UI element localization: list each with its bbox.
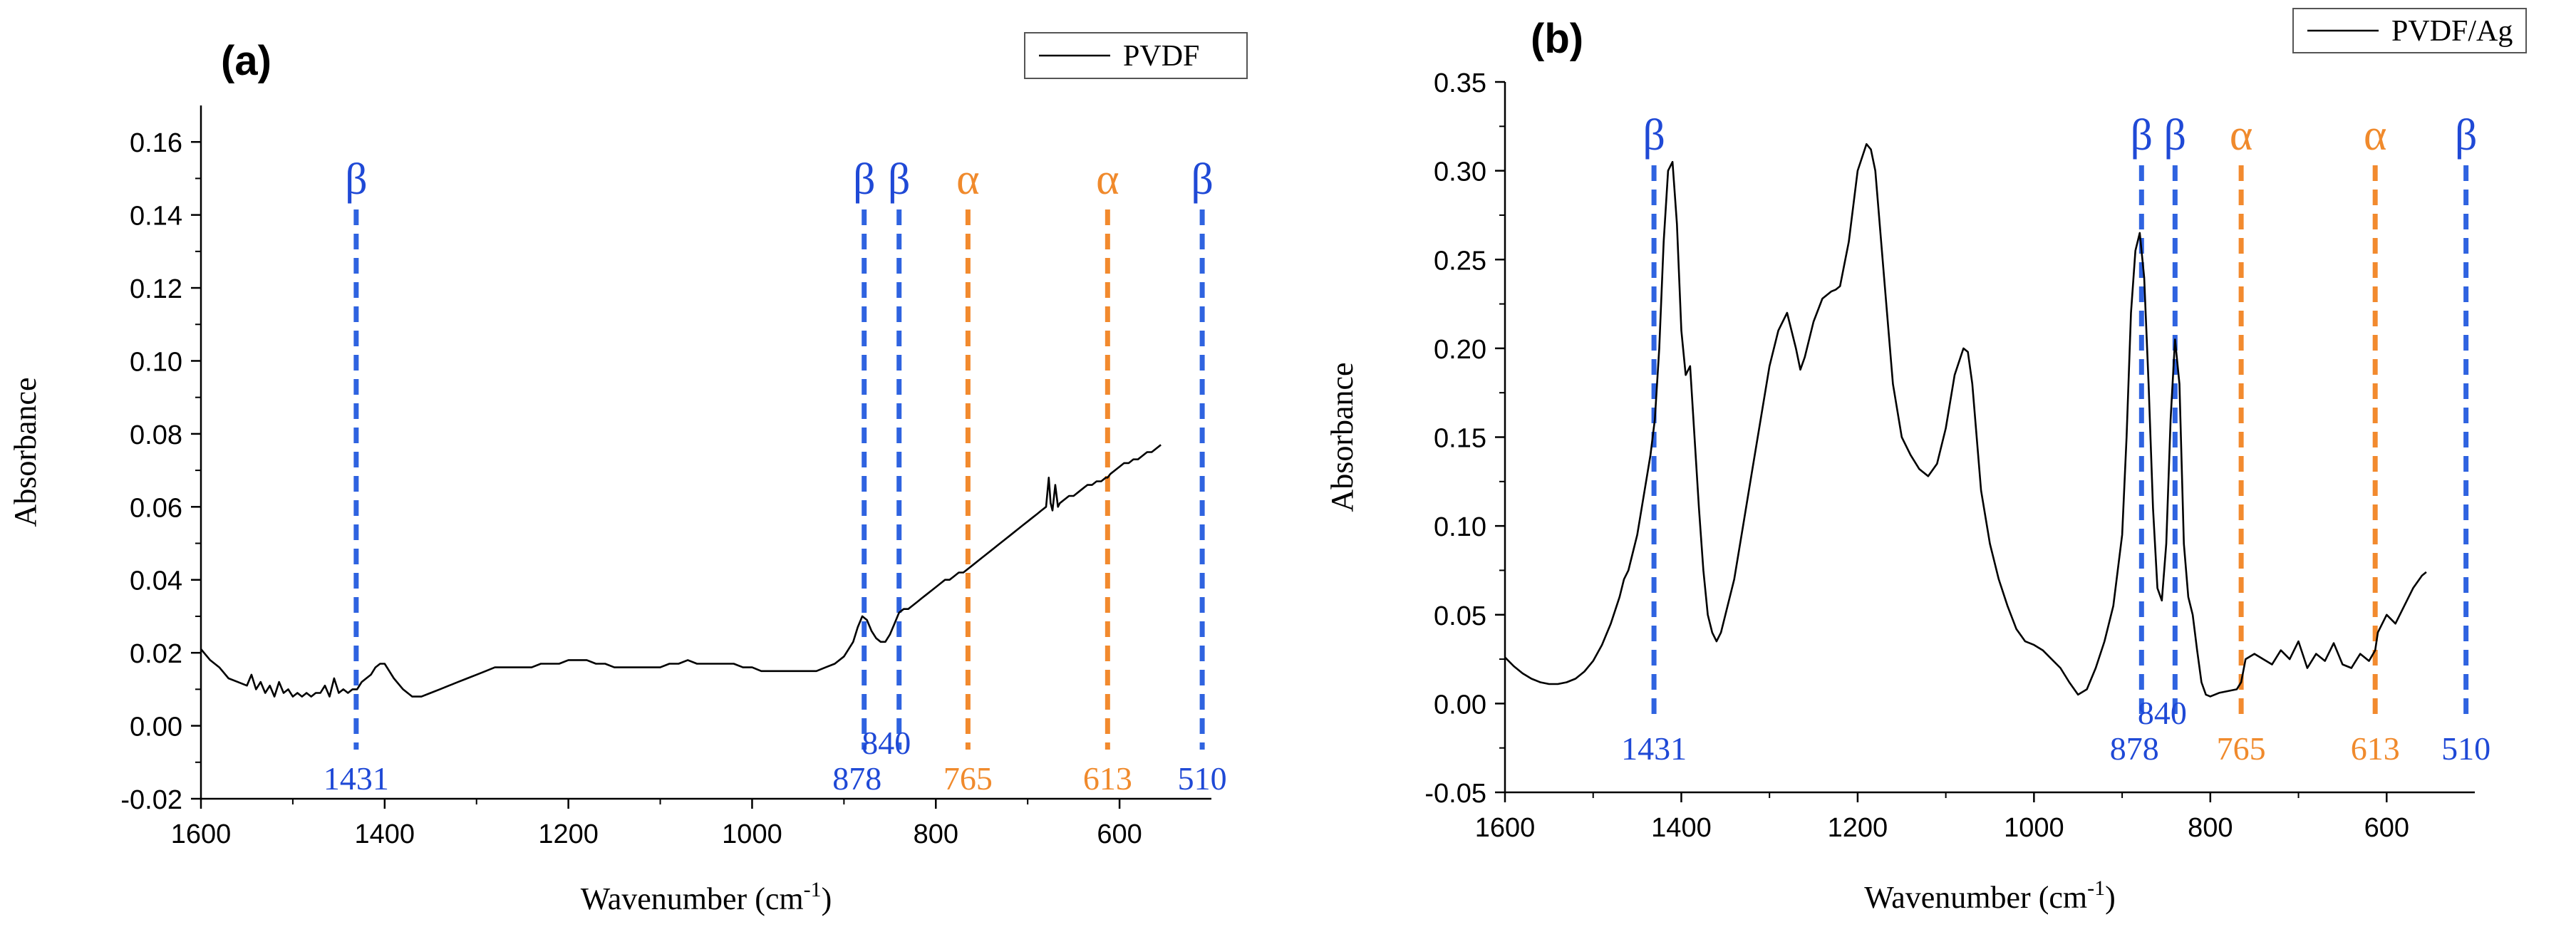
wavenumber-label: 840 — [862, 725, 911, 761]
x-tick-label: 800 — [2188, 813, 2233, 843]
phase-label: β — [2455, 111, 2478, 160]
y-tick-label: 0.10 — [1434, 512, 1486, 542]
y-axis-label: Absorbance — [8, 377, 43, 527]
y-tick-label: 0.00 — [130, 713, 182, 742]
x-tick-label: 600 — [2364, 813, 2409, 843]
x-tick-label: 1600 — [1475, 813, 1536, 843]
x-axis-label: Wavenumber (cm-1) — [1864, 876, 2116, 915]
wavenumber-label: 878 — [2110, 730, 2159, 767]
y-tick-label: 0.02 — [130, 639, 182, 669]
phase-label: β — [853, 155, 876, 204]
phase-label: β — [1643, 111, 1665, 160]
y-tick-label: 0.20 — [1434, 335, 1486, 365]
y-tick-label: 0.08 — [130, 420, 182, 450]
phase-label: α — [2230, 111, 2252, 160]
y-tick-label: 0.12 — [130, 274, 182, 304]
y-tick-label: 0.06 — [130, 493, 182, 523]
y-tick-label: 0.04 — [130, 566, 182, 596]
wavenumber-label: 510 — [1178, 760, 1227, 797]
panel-b-pvdf-ag: (b) -0.05 0.00 0.05 0.10 0.15 0.20 0.25 0.30 0.35… — [1325, 8, 2527, 915]
wavenumber-label: 510 — [2441, 730, 2490, 767]
phase-label: β — [2131, 111, 2153, 160]
y-tick-label: 0.00 — [1434, 690, 1486, 720]
spectrum-line-pvdf — [200, 444, 1162, 698]
legend-label: PVDF/Ag — [2391, 15, 2513, 48]
panel-letter: (b) — [1531, 16, 1583, 62]
spectrum-line-pvdf-ag — [1504, 143, 2427, 698]
x-tick-label: 600 — [1097, 819, 1142, 849]
x-tick-label: 1000 — [2004, 813, 2064, 843]
wavenumber-label: 840 — [2138, 695, 2187, 731]
wavenumber-label: 613 — [2351, 730, 2400, 767]
panel-a-pvdf: (a) -0.02 0.00 0.02 0.04 0.06 0.08 0.10 0.12 0.14… — [8, 32, 1248, 916]
x-axis-label: Wavenumber (cm-1) — [581, 878, 832, 916]
wavenumber-label: 1431 — [1621, 730, 1687, 767]
wavenumber-label: 613 — [1083, 760, 1132, 797]
x-tick-label: 1000 — [722, 819, 782, 849]
wavenumber-label: 1431 — [324, 760, 389, 797]
phase-label: β — [2164, 111, 2187, 160]
phase-label: α — [1096, 155, 1119, 204]
legend-box — [1024, 32, 1248, 79]
phase-label: β — [345, 155, 368, 204]
y-tick-label: 0.05 — [1434, 601, 1486, 631]
phase-label: α — [956, 155, 979, 204]
phase-label: α — [2364, 111, 2386, 160]
phase-label: β — [1191, 155, 1214, 204]
x-axis-label-text: Wavenumber (cm — [581, 881, 804, 916]
x-tick-label: 1400 — [355, 819, 415, 849]
y-tick-label: 0.30 — [1434, 157, 1486, 187]
x-tick-label: 1400 — [1651, 813, 1712, 843]
x-axis-label-close: ) — [822, 881, 832, 916]
wavenumber-label: 765 — [943, 760, 993, 797]
x-axis-label-close: ) — [2105, 880, 2116, 915]
y-tick-label: 0.10 — [130, 347, 182, 377]
x-tick-label: 1200 — [1828, 813, 1888, 843]
y-tick-label: 0.25 — [1434, 246, 1486, 276]
y-tick-label: -0.05 — [1424, 779, 1486, 809]
x-axis-label-text: Wavenumber (cm — [1864, 880, 2087, 915]
legend-label: PVDF — [1123, 40, 1199, 73]
y-tick-label: -0.02 — [120, 785, 182, 815]
y-axis-label: Absorbance — [1325, 362, 1360, 512]
x-axis-label-superscript: -1 — [2087, 876, 2105, 900]
wavenumber-label: 878 — [832, 760, 881, 797]
x-tick-label: 800 — [914, 819, 958, 849]
y-tick-label: 0.15 — [1434, 424, 1486, 454]
x-tick-label: 1200 — [538, 819, 599, 849]
panel-letter: (a) — [221, 38, 271, 84]
y-tick-label: 0.35 — [1434, 68, 1486, 98]
y-tick-label: 0.16 — [130, 128, 182, 158]
x-tick-label: 1600 — [171, 819, 232, 849]
y-tick-label: 0.14 — [130, 202, 182, 232]
wavenumber-label: 765 — [2217, 730, 2266, 767]
x-axis-label-superscript: -1 — [804, 878, 822, 901]
phase-label: β — [888, 155, 911, 204]
